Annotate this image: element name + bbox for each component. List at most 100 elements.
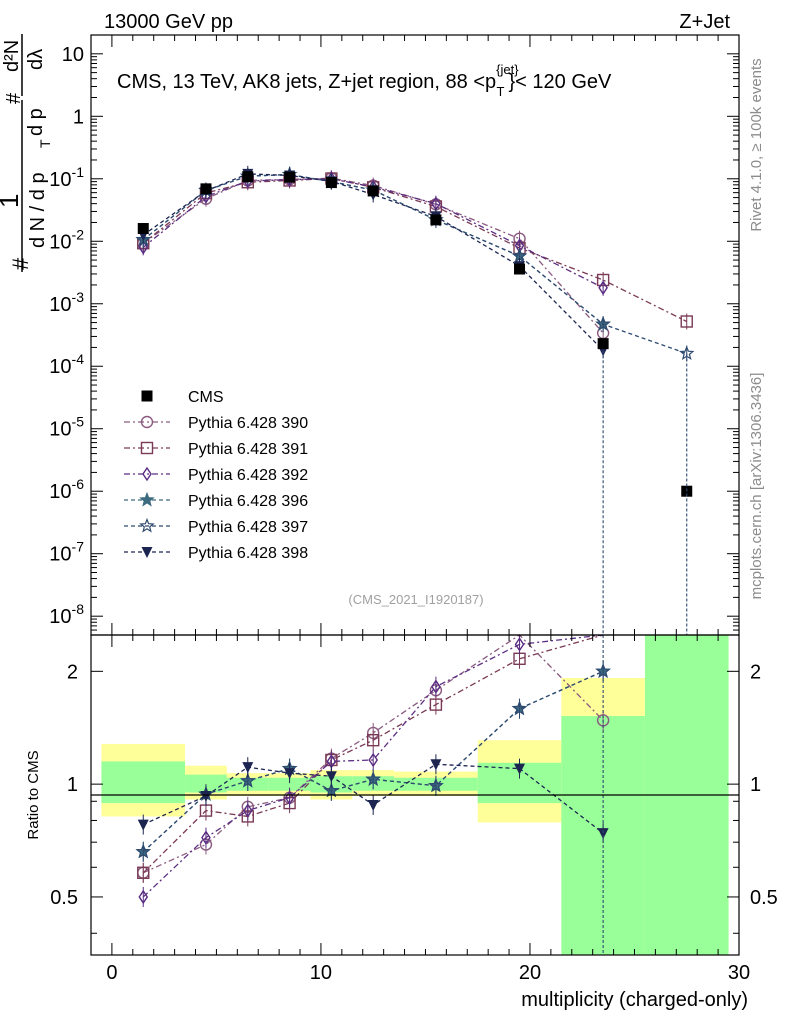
- point-Pythia-6428-391-9: [680, 315, 693, 328]
- ratio-ylabel: Ratio to CMS: [25, 750, 42, 839]
- ytick-label: 10-3: [49, 289, 84, 316]
- xtick-label: 20: [519, 962, 541, 984]
- legend-label-1: Pythia 6.428 390: [188, 415, 308, 432]
- ylabel-one: 1: [0, 194, 24, 208]
- ytick-label: 10-5: [49, 414, 84, 441]
- ytick-label: 10-6: [49, 476, 84, 503]
- main-ylabel: # 1 d N / d p T # d²N d p dλ: [0, 34, 53, 272]
- ytick-label: 10-2: [49, 226, 84, 253]
- ratio-point-2-7: [514, 637, 525, 652]
- point-Pythia-6428-392-0: [138, 240, 149, 255]
- xtick-label: 0: [106, 962, 117, 984]
- legend-marker-1: [140, 415, 154, 429]
- side-label-mcplots: mcplots.cern.ch [arXiv:1306.3436]: [748, 373, 765, 600]
- legend-label-5: Pythia 6.428 397: [188, 519, 308, 536]
- ratio-point-5-8: [597, 828, 609, 840]
- ratio-ytick-label-left: 1: [67, 774, 78, 796]
- ratio-point-2-1: [201, 830, 211, 845]
- ratio-point-1-0: [137, 866, 150, 879]
- main-axes: 10-8 10-7 10-6 10-5 10-4 10-3 10-2 10-1 1 10: [49, 34, 740, 636]
- band-stat-0: [101, 761, 186, 804]
- ratio-point-5-1: [200, 790, 212, 802]
- legend-label-6: Pythia 6.428 398: [188, 545, 308, 562]
- ratio-ytick-label-right: 0.5: [750, 887, 778, 909]
- ytick-label: 1: [73, 106, 84, 128]
- ratio-point-5-3: [284, 768, 296, 780]
- ratio-point-2-5: [368, 752, 379, 768]
- ylabel-dpT: d p: [25, 108, 47, 136]
- ratio-point-4-7: [511, 700, 528, 716]
- point-CMS-3: [284, 171, 296, 183]
- xtick-label: 30: [728, 962, 750, 984]
- ylabel-hash-2: #: [3, 92, 25, 104]
- line-Pythia-6428-391: [142, 177, 688, 323]
- ytick-label: 10-8: [49, 601, 84, 628]
- analysis-watermark: (CMS_2021_I1920187): [348, 592, 483, 607]
- ylabel-hash-1: #: [8, 257, 33, 270]
- ratio-point-4-8: [595, 663, 611, 678]
- ratio-point-1-6: [429, 698, 443, 711]
- xtick-label: 10: [310, 962, 332, 984]
- ratio-ytick-label-right: 2: [750, 661, 761, 683]
- ylabel-d2N: d²N: [1, 40, 23, 72]
- point-CMS-0: [137, 223, 149, 235]
- point-CMS-4: [325, 177, 337, 189]
- legend: CMS Pythia 6.428 390 Pythia 6.428 391 Pythi…: [124, 389, 308, 562]
- legend-marker-0: [141, 390, 153, 402]
- legend-marker-4: [139, 491, 155, 507]
- point-Pythia-6428-392-8: [598, 280, 608, 296]
- legend-label-3: Pythia 6.428 392: [188, 467, 308, 484]
- ratio-point-5-0: [137, 819, 149, 831]
- legend-marker-5: [139, 517, 155, 533]
- ratio-axes: 0.5 0.51 12 20 10 20 30: [50, 635, 778, 984]
- ratio-point-5-6: [430, 759, 442, 771]
- ratio-point-5-4: [325, 771, 337, 783]
- ratio-point-5-2: [242, 762, 254, 774]
- ratio-point-4-5: [365, 771, 381, 786]
- side-label-rivet: Rivet 4.1.0, ≥ 100k events: [748, 58, 765, 231]
- ratio-ytick-label-left: 0.5: [50, 887, 78, 909]
- legend-marker-6: [141, 547, 153, 558]
- point-CMS-1: [200, 183, 212, 195]
- ratio-line-2: [142, 634, 604, 898]
- point-CMS-6: [430, 214, 442, 226]
- legend-label-0: CMS: [188, 389, 224, 406]
- point-CMS-5: [367, 185, 379, 197]
- header-left: 13000 GeV pp: [104, 11, 233, 33]
- chart-title: CMS, 13 TeV, AK8 jets, Z+jet region, 88 …: [117, 62, 612, 99]
- ylabel-dlambda: dλ: [25, 49, 47, 70]
- ylabel-dN: d N / d p: [27, 172, 49, 248]
- ytick-label: 10: [62, 44, 84, 66]
- legend-label-2: Pythia 6.428 391: [188, 441, 308, 458]
- ratio-series: [135, 634, 611, 955]
- point-CMS-2: [242, 171, 254, 183]
- legend-label-4: Pythia 6.428 396: [188, 493, 308, 510]
- ratio-point-4-6: [428, 777, 444, 793]
- ratio-point-5-7: [514, 763, 526, 775]
- legend-marker-2: [140, 441, 154, 455]
- ratio-point-4-4: [323, 782, 340, 798]
- point-Pythia-6428-397-8: [595, 316, 611, 331]
- ratio-point-2-0: [138, 889, 149, 905]
- point-CMS-8: [597, 338, 609, 350]
- ratio-point-2-2: [242, 803, 253, 818]
- legend-marker-3: [142, 466, 152, 482]
- ratio-ytick-label-left: 2: [67, 661, 78, 683]
- main-series: [135, 165, 695, 635]
- ratio-point-4-2: [240, 772, 256, 788]
- ratio-point-5-5: [367, 799, 379, 811]
- ratio-point-2-6: [431, 679, 441, 694]
- line-Pythia-6428-392: [142, 178, 604, 289]
- ratio-point-4-0: [135, 843, 151, 859]
- point-CMS-7: [514, 263, 526, 275]
- header-right: Z+Jet: [679, 11, 730, 33]
- ytick-label: 10-7: [49, 539, 84, 566]
- ratio-point-2-3: [284, 790, 295, 805]
- xlabel: multiplicity (charged-only): [521, 989, 748, 1011]
- ylabel-T: T: [37, 139, 53, 148]
- line-Pythia-6428-397: [142, 173, 687, 355]
- band-stat-1: [185, 774, 227, 793]
- ratio-ytick-label-right: 1: [750, 774, 761, 796]
- ratio-point-1-5: [366, 733, 380, 747]
